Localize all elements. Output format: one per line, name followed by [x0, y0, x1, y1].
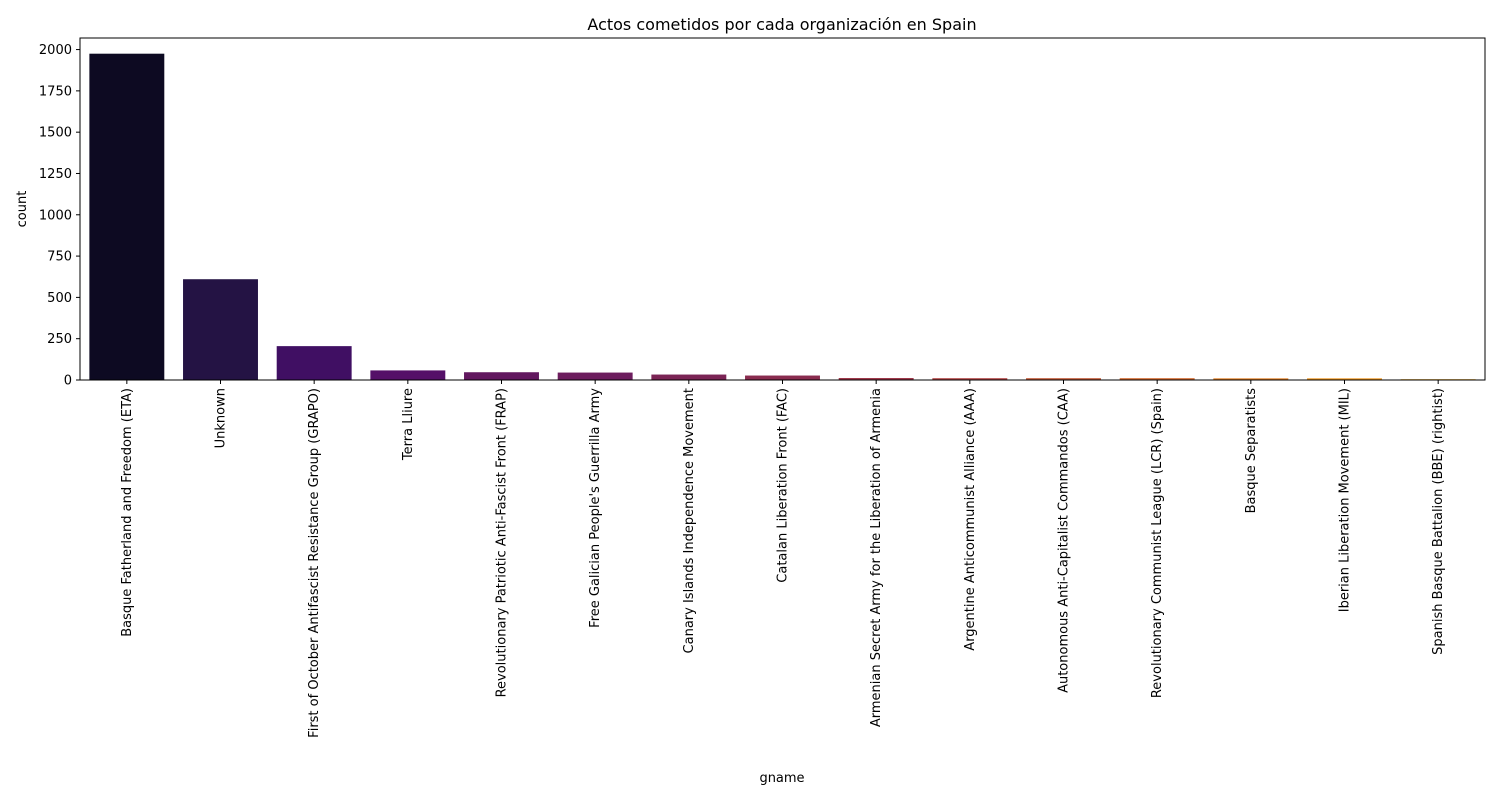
bar — [1119, 378, 1195, 380]
bars-group — [89, 53, 1476, 381]
x-tick-label: Revolutionary Patriotic Anti-Fascist Fro… — [495, 388, 510, 697]
bar — [838, 378, 914, 380]
x-tick-label: Free Galician People's Guerrilla Army — [588, 388, 603, 628]
bar — [1307, 378, 1382, 380]
bar — [745, 375, 820, 380]
bar — [932, 378, 1008, 380]
x-axis: Basque Fatherland and Freedom (ETA) Unkno… — [120, 380, 1446, 738]
x-tick-label: Terra Lliure — [401, 388, 416, 461]
y-tick-label: 250 — [47, 332, 72, 347]
bar — [89, 53, 165, 381]
y-axis-label: count — [15, 191, 30, 228]
x-tick-label: Basque Fatherland and Freedom (ETA) — [120, 388, 135, 637]
bar — [276, 346, 352, 380]
x-tick-label: Catalan Liberation Front (FAC) — [776, 388, 791, 583]
bar — [1213, 378, 1289, 380]
bar — [557, 372, 633, 380]
bar — [1026, 378, 1101, 380]
y-tick-label: 1000 — [39, 208, 72, 223]
x-tick-label: Canary Islands Independence Movement — [682, 388, 697, 653]
bar — [651, 374, 727, 380]
x-tick-label: Armenian Secret Army for the Liberation … — [869, 388, 884, 727]
y-tick-label: 500 — [47, 291, 72, 306]
y-tick-label: 1250 — [39, 167, 72, 182]
x-tick-label: First of October Antifascist Resistance … — [307, 388, 322, 738]
y-tick-label: 0 — [64, 374, 72, 389]
x-tick-label: Revolutionary Communist League (LCR) (Sp… — [1150, 388, 1165, 698]
x-tick-label: Spanish Basque Battalion (BBE) (rightist… — [1431, 388, 1446, 655]
y-tick-label: 2000 — [39, 43, 72, 58]
y-axis: 0 250 500 750 1000 1250 1500 1750 2000 — [39, 43, 80, 389]
x-tick-label: Argentine Anticommunist Alliance (AAA) — [963, 388, 978, 651]
x-tick-label: Iberian Liberation Movement (MIL) — [1338, 388, 1353, 612]
x-tick-label: Basque Separatists — [1244, 388, 1259, 514]
bar — [464, 372, 539, 380]
x-tick-label: Autonomous Anti-Capitalist Commandos (CA… — [1057, 388, 1072, 693]
y-tick-label: 1750 — [39, 84, 72, 99]
plot-frame — [79, 37, 1486, 381]
bar — [183, 279, 258, 380]
y-tick-label: 1500 — [39, 126, 72, 141]
y-tick-label: 750 — [47, 250, 72, 265]
x-tick-label: Unknown — [214, 388, 229, 448]
chart-title: Actos cometidos por cada organización en… — [587, 15, 976, 34]
bar — [370, 370, 446, 380]
x-axis-label: gname — [759, 771, 804, 786]
